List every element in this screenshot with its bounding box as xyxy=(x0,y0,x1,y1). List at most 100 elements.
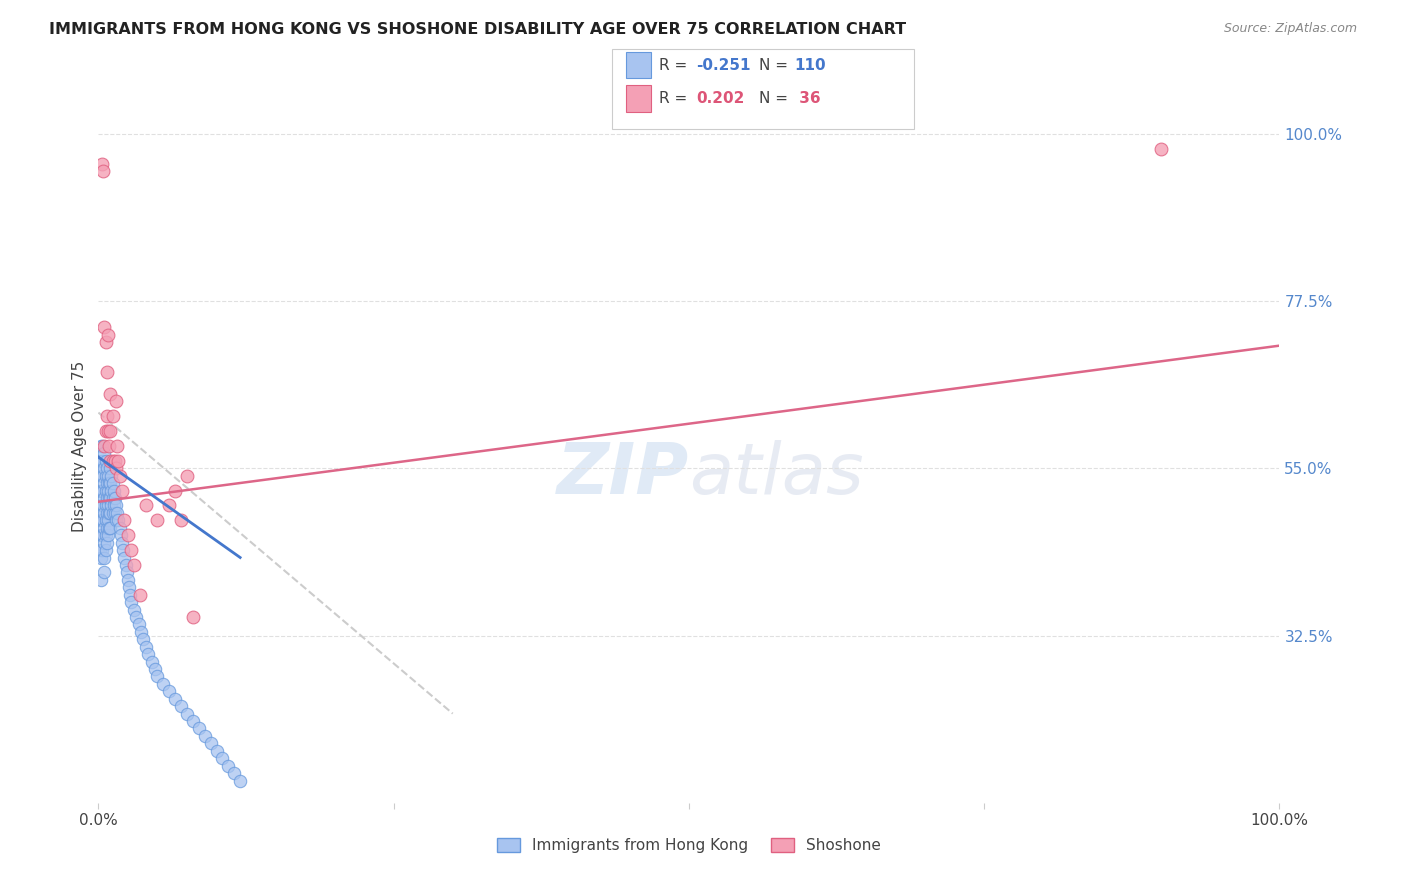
Point xyxy=(91,156,114,170)
Point xyxy=(91,513,114,527)
Point xyxy=(108,521,131,535)
Text: N =: N = xyxy=(759,58,793,72)
Point xyxy=(91,513,114,527)
Point xyxy=(1150,142,1173,156)
Point xyxy=(96,365,118,379)
Point xyxy=(105,513,128,527)
Point xyxy=(96,461,118,475)
Point xyxy=(91,439,114,453)
Point xyxy=(143,662,166,676)
Text: R =: R = xyxy=(659,58,693,72)
Point xyxy=(165,483,187,498)
Point xyxy=(211,751,233,765)
Point xyxy=(93,446,115,460)
Point xyxy=(94,528,117,542)
Point xyxy=(96,521,118,535)
Point xyxy=(98,454,121,468)
Point xyxy=(94,483,117,498)
Point xyxy=(91,543,114,558)
Point xyxy=(128,617,150,632)
Point xyxy=(98,476,121,491)
Point xyxy=(94,499,117,513)
Point xyxy=(93,439,115,453)
Point xyxy=(91,454,114,468)
Point xyxy=(157,499,180,513)
Point xyxy=(98,506,121,520)
Point xyxy=(122,558,145,572)
Point xyxy=(100,483,122,498)
Point xyxy=(91,528,114,542)
Point xyxy=(111,535,134,549)
Point xyxy=(101,506,124,520)
Point xyxy=(103,499,125,513)
Point xyxy=(103,483,125,498)
Text: -0.251: -0.251 xyxy=(696,58,751,72)
Point xyxy=(100,468,122,483)
Point xyxy=(187,722,209,736)
Point xyxy=(101,491,124,505)
Point xyxy=(111,483,134,498)
Text: 0.202: 0.202 xyxy=(696,91,744,105)
Point xyxy=(217,758,239,772)
Point xyxy=(194,729,217,743)
Point xyxy=(117,573,139,587)
Point xyxy=(128,588,150,602)
Point xyxy=(93,476,115,491)
Text: N =: N = xyxy=(759,91,793,105)
Point xyxy=(89,513,111,527)
Point xyxy=(112,513,135,527)
Point xyxy=(98,491,121,505)
Point xyxy=(136,647,159,661)
Point xyxy=(105,394,128,409)
Point xyxy=(90,550,112,565)
Point xyxy=(104,491,127,505)
Point xyxy=(104,454,127,468)
Point xyxy=(112,550,135,565)
Point xyxy=(121,543,143,558)
Point xyxy=(90,461,112,475)
Point xyxy=(94,454,117,468)
Point xyxy=(105,499,128,513)
Point xyxy=(100,499,122,513)
Point xyxy=(90,528,112,542)
Point xyxy=(101,476,124,491)
Point xyxy=(152,677,174,691)
Point xyxy=(91,164,114,178)
Point xyxy=(90,439,112,453)
Point xyxy=(91,499,114,513)
Point xyxy=(170,699,193,714)
Point xyxy=(101,409,124,424)
Point xyxy=(98,387,121,401)
Point xyxy=(176,468,198,483)
Point xyxy=(121,595,143,609)
Legend: Immigrants from Hong Kong, Shoshone: Immigrants from Hong Kong, Shoshone xyxy=(491,832,887,859)
Point xyxy=(97,468,120,483)
Point xyxy=(93,461,115,475)
Point xyxy=(93,506,115,520)
Point xyxy=(98,521,121,535)
Point xyxy=(89,454,111,468)
Point xyxy=(170,513,193,527)
Point xyxy=(157,684,180,698)
Point xyxy=(90,506,112,520)
Point xyxy=(91,468,114,483)
Text: atlas: atlas xyxy=(689,440,863,509)
Point xyxy=(91,528,114,542)
Point xyxy=(93,535,115,549)
Point xyxy=(135,640,157,654)
Point xyxy=(96,476,118,491)
Point xyxy=(98,461,121,475)
Text: R =: R = xyxy=(659,91,693,105)
Point xyxy=(107,454,129,468)
Point xyxy=(89,543,111,558)
Point xyxy=(125,610,148,624)
Point xyxy=(224,766,246,780)
Point xyxy=(181,714,204,728)
Point xyxy=(97,528,120,542)
Point xyxy=(96,506,118,520)
Point xyxy=(132,632,155,647)
Point xyxy=(91,454,114,468)
Point xyxy=(118,580,141,594)
Point xyxy=(146,513,169,527)
Point xyxy=(101,454,124,468)
